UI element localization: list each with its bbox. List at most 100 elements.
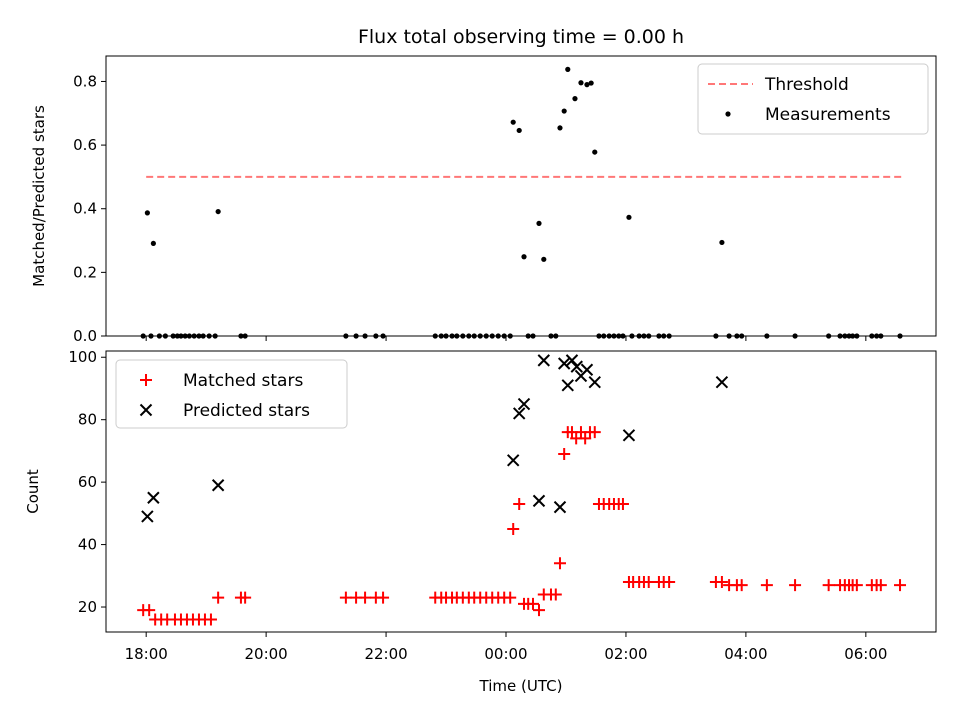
matched-star-point (894, 579, 907, 592)
series-layer (140, 66, 903, 339)
matched-star-point (239, 591, 252, 604)
measurement-point (466, 333, 472, 339)
measurement-point (343, 333, 349, 339)
measurement-point (601, 333, 607, 339)
measurement-point (842, 333, 848, 339)
measurement-point (596, 333, 602, 339)
measurement-point (536, 220, 542, 226)
measurement-point (541, 256, 547, 262)
measurement-point (449, 333, 455, 339)
predicted-star-point (147, 491, 160, 504)
legend-box (115, 359, 348, 429)
matched-star-point (663, 576, 676, 589)
y-tick-label: 40 (78, 536, 97, 554)
panel-ratio: 0.0 0.2 0.4 0.6 0.8 Matched/Predicted stars Fl… (30, 26, 937, 345)
predicted-star-point (715, 376, 729, 389)
measurement-point (850, 333, 856, 339)
measurement-point (878, 333, 884, 339)
measurement-point (726, 333, 732, 339)
y-tick-label: 20 (78, 598, 97, 616)
matched-star-point (874, 579, 887, 592)
measurement-point (620, 333, 626, 339)
matched-star-point (212, 591, 225, 604)
x-tick-label: 20:00 (245, 645, 288, 663)
measurement-point (215, 208, 221, 215)
predicted-star-point (211, 479, 225, 492)
measurement-point (432, 333, 438, 339)
measurement-point (826, 333, 832, 339)
matched-star-point (588, 426, 601, 439)
y-tick-label: 0.4 (73, 200, 97, 218)
x-axis-label: Time (UTC) (479, 677, 563, 695)
measurement-point (191, 333, 197, 339)
legend-box (697, 63, 929, 135)
predicted-star-point (553, 500, 567, 514)
measurement-point (477, 333, 483, 339)
measurement-point (854, 333, 860, 339)
measurement-point (495, 333, 501, 339)
matched-star-point (579, 432, 592, 445)
predicted-star-point (622, 429, 636, 442)
measurement-point (501, 333, 507, 339)
measurement-point (565, 66, 571, 72)
y-tick-label: 0.6 (73, 136, 97, 154)
measurement-point (443, 333, 449, 339)
measurement-point (186, 333, 192, 339)
y-axis-label: Matched/Predicted stars (30, 105, 48, 287)
measurement-point (362, 333, 368, 339)
x-tick-label: 22:00 (364, 645, 407, 663)
matched-star-point (549, 588, 562, 601)
y-tick-label: 100 (68, 348, 97, 366)
matched-star-point (642, 576, 655, 589)
measurement-point (521, 254, 527, 260)
legend: Threshold Measurements (697, 63, 929, 135)
measurement-point (792, 333, 798, 339)
measurement-point (584, 82, 590, 88)
measurement-point (661, 333, 667, 339)
matched-star-point (715, 576, 728, 589)
measurement-point (739, 333, 745, 339)
measurement-point (846, 333, 852, 339)
measurement-point (764, 333, 770, 339)
measurement-point (460, 333, 466, 339)
y-tick-label: 80 (78, 411, 97, 429)
matched-star-point (850, 579, 863, 592)
plot-frame (105, 55, 937, 337)
measurement-point (553, 333, 559, 339)
measurement-point (557, 125, 563, 131)
measurement-point (471, 333, 477, 339)
measurement-point (629, 333, 635, 339)
legend-matched-label: Matched stars (183, 371, 303, 391)
matched-star-point (553, 557, 566, 570)
measurement-point (897, 333, 903, 339)
legend: Matched stars Predicted stars (115, 359, 348, 429)
matched-star-point (760, 579, 773, 592)
matched-star-point (204, 613, 217, 626)
measurement-point (182, 333, 188, 339)
matched-star-point (822, 579, 835, 592)
plot-frame (105, 350, 937, 633)
measurement-point (626, 214, 632, 220)
measurement-point (592, 149, 598, 155)
measurement-point (578, 80, 584, 86)
measurement-point (150, 240, 156, 247)
measurement-point (606, 333, 612, 339)
predicted-star-point (557, 357, 571, 370)
measurement-point (641, 333, 647, 339)
measurement-point (162, 333, 168, 339)
measurement-point (656, 333, 662, 339)
x-tick-label: 04:00 (724, 645, 767, 663)
predicted-star-point (141, 510, 154, 523)
measurement-point (373, 333, 379, 339)
x-tick-label: 06:00 (844, 645, 887, 663)
y-tick-label: 0.0 (73, 327, 97, 345)
measurement-point (636, 333, 642, 339)
measurement-point (454, 333, 460, 339)
measurement-point (438, 333, 444, 339)
matched-star-point (377, 591, 390, 604)
measurement-point (174, 333, 180, 339)
measurement-point (530, 333, 536, 339)
matched-star-point (532, 604, 545, 617)
measurement-point (380, 333, 386, 339)
